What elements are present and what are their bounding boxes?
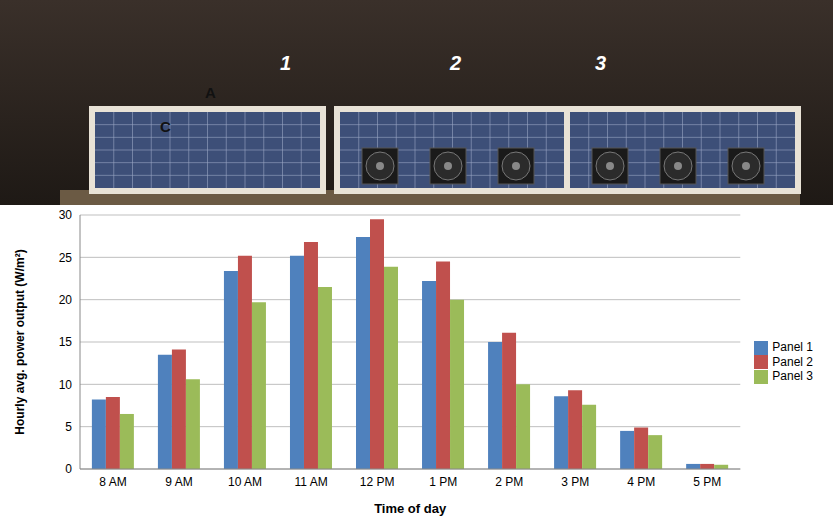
svg-text:5: 5 — [65, 420, 72, 434]
svg-text:Time of day: Time of day — [374, 501, 447, 516]
html-text:Panel 1: Panel 1 — [772, 339, 813, 354]
svg-text:10: 10 — [59, 378, 73, 392]
svg-text:15: 15 — [59, 335, 73, 349]
svg-text:4 PM: 4 PM — [627, 475, 655, 489]
svg-text:11 AM: 11 AM — [295, 475, 328, 489]
html-text:Panel 3: Panel 3 — [772, 369, 813, 384]
svg-text:C: C — [160, 118, 171, 135]
svg-text:20: 20 — [59, 293, 73, 307]
svg-text:2: 2 — [449, 52, 461, 74]
svg-text:1: 1 — [280, 52, 291, 74]
svg-text:12 PM: 12 PM — [360, 475, 395, 489]
svg-text:3: 3 — [595, 52, 606, 74]
svg-text:1 PM: 1 PM — [429, 475, 457, 489]
svg-text:3 PM: 3 PM — [561, 475, 589, 489]
svg-text:10 AM: 10 AM — [228, 475, 262, 489]
svg-text:0: 0 — [65, 462, 72, 476]
svg-text:5 PM: 5 PM — [693, 475, 721, 489]
svg-text:9 AM: 9 AM — [165, 475, 192, 489]
svg-text:2 PM: 2 PM — [495, 475, 523, 489]
svg-text:8 AM: 8 AM — [99, 475, 126, 489]
html-text:Panel 2: Panel 2 — [772, 354, 813, 369]
svg-text:25: 25 — [59, 251, 73, 265]
svg-text:Hourly avg. power output (W/m²: Hourly avg. power output (W/m²) — [13, 249, 27, 434]
svg-text:A: A — [205, 84, 216, 101]
svg-text:30: 30 — [59, 208, 73, 222]
